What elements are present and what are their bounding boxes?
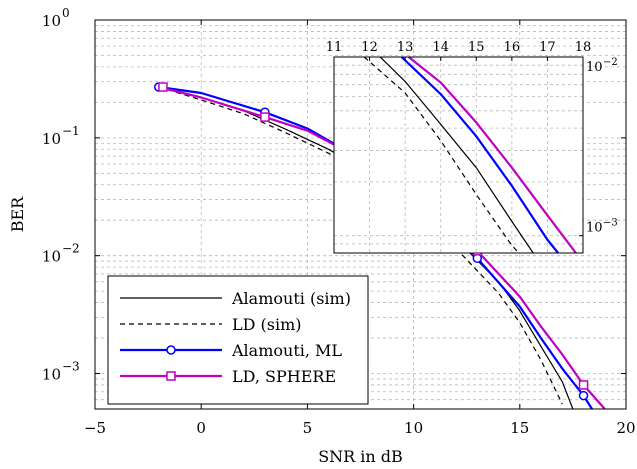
inset-series-line-2 (363, 56, 520, 254)
x-tick-label: 0 (196, 419, 206, 437)
y-tick-exponent: 0 (62, 6, 70, 20)
inset-x-tick-label: 11 (326, 40, 343, 55)
inset-frame (333, 56, 584, 254)
inset-x-tick-label: 18 (575, 40, 592, 55)
series-line-2 (158, 86, 563, 405)
x-tick-label: 10 (404, 419, 423, 437)
legend: Alamouti (sim) LD (sim) Alamouti, ML LD, SP… (107, 275, 369, 405)
x-tick-label: −5 (84, 419, 106, 437)
inset-x-tick-label: 16 (504, 40, 521, 55)
inset-series-line-3 (400, 56, 559, 254)
inset-x-tick-label: 17 (539, 40, 556, 55)
legend-label: Alamouti (sim) (231, 289, 351, 308)
inset-background (334, 57, 583, 253)
legend-marker (166, 371, 176, 381)
inset-y-tick-exponent: −2 (603, 57, 618, 68)
inset-series-line-4 (408, 56, 577, 254)
y-tick-exponent: −1 (62, 124, 80, 138)
x-tick-label: 5 (303, 419, 313, 437)
inset-series-line-1 (379, 56, 534, 254)
legend-box (107, 275, 369, 405)
series-4-marker (578, 380, 589, 390)
series-4-marker (158, 82, 168, 92)
y-tick-label: 10 (42, 248, 61, 266)
inset-x-tick-label: 14 (432, 40, 449, 55)
series-4-marker (260, 112, 270, 122)
plot-frame (94, 19, 627, 410)
inset-y-tick-exponent: −3 (603, 218, 618, 229)
y-tick-label: 10 (42, 366, 61, 384)
legend-marker (166, 345, 176, 355)
inset-y-tick-label: 10 (586, 60, 603, 75)
x-tick-label: 20 (616, 419, 635, 437)
y-axis-label: BER (8, 196, 27, 232)
y-tick-exponent: −3 (62, 360, 80, 374)
legend-label: LD, SPHERE (232, 367, 336, 386)
inset-x-tick-label: 12 (361, 40, 378, 55)
legend-label: LD (sim) (232, 315, 302, 334)
y-tick-exponent: −2 (62, 242, 80, 256)
inset-x-tick-label: 13 (397, 40, 414, 55)
y-tick-label: 10 (42, 12, 61, 30)
inset-y-tick-label: 10 (586, 221, 603, 236)
x-axis-label: SNR in dB (318, 447, 403, 466)
x-tick-label: 15 (510, 419, 529, 437)
series-3-marker (578, 390, 589, 401)
y-tick-label: 10 (42, 130, 61, 148)
legend-label: Alamouti, ML (231, 341, 342, 360)
inset-x-tick-label: 15 (468, 40, 485, 55)
